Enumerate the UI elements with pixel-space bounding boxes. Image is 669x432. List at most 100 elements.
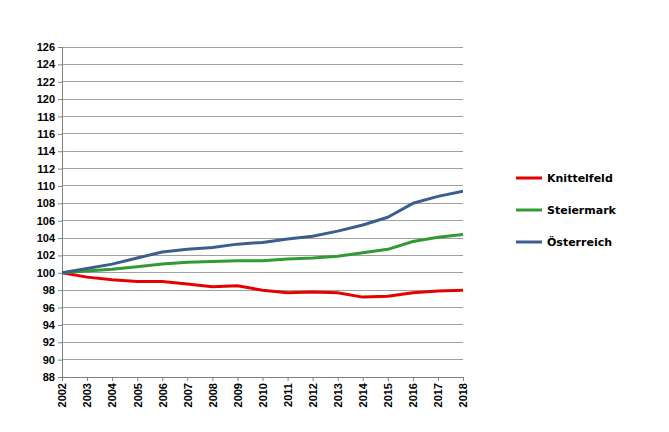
legend-label: Österreich <box>547 235 612 249</box>
x-tick: 2018 <box>457 377 469 407</box>
tick-mark <box>58 325 62 326</box>
x-axis: 2002200320042005200620072008200920102011… <box>56 377 469 407</box>
legend-label: Steiermark <box>547 204 617 217</box>
tick-mark <box>212 377 213 381</box>
axis-line <box>62 48 63 378</box>
tick-mark <box>58 169 62 170</box>
tick-label: 116 <box>37 128 55 140</box>
plot-area <box>62 191 463 297</box>
x-tick: 2012 <box>307 377 319 407</box>
tick-label: 2004 <box>106 382 118 407</box>
tick-label: 104 <box>37 232 56 244</box>
tick-mark <box>463 377 464 381</box>
grid-line <box>62 185 463 186</box>
grid-line <box>62 238 463 239</box>
tick-mark <box>87 377 88 381</box>
tick-mark <box>58 64 62 65</box>
x-tick: 2006 <box>157 377 169 407</box>
tick-mark <box>438 377 439 381</box>
x-tick: 2017 <box>432 377 444 407</box>
x-tick: 2002 <box>56 377 68 407</box>
tick-mark <box>58 360 62 361</box>
y-tick: 116 <box>37 128 62 140</box>
tick-mark <box>58 377 62 378</box>
tick-label: 2003 <box>81 383 93 407</box>
tick-label: 2006 <box>157 383 169 407</box>
grid-line <box>62 64 463 65</box>
y-tick: 90 <box>43 354 62 366</box>
y-tick: 94 <box>43 319 62 331</box>
x-tick: 2004 <box>106 377 118 407</box>
tick-label: 108 <box>37 197 55 209</box>
tick-label: 2012 <box>307 383 319 407</box>
tick-mark <box>58 116 62 117</box>
tick-mark <box>58 151 62 152</box>
tick-label: 114 <box>37 145 56 157</box>
tick-mark <box>58 47 62 48</box>
tick-label: 90 <box>43 354 55 366</box>
grid-line <box>62 272 463 273</box>
x-tick: 2015 <box>382 377 394 407</box>
tick-mark <box>58 238 62 239</box>
tick-label: 2011 <box>282 383 294 407</box>
tick-label: 2017 <box>432 383 444 407</box>
tick-mark <box>413 377 414 381</box>
tick-mark <box>58 273 62 274</box>
tick-mark <box>363 377 364 381</box>
y-tick: 124 <box>37 58 62 70</box>
tick-mark <box>58 221 62 222</box>
tick-label: 94 <box>43 319 56 331</box>
tick-mark <box>58 308 62 309</box>
grid <box>62 47 463 377</box>
tick-label: 88 <box>43 371 55 383</box>
grid-line <box>62 255 463 256</box>
series-line <box>62 191 463 273</box>
tick-label: 2005 <box>132 383 144 407</box>
tick-label: 2010 <box>257 383 269 407</box>
grid-line <box>62 342 463 343</box>
grid-line <box>62 133 463 134</box>
y-tick: 120 <box>37 93 62 105</box>
y-tick: 122 <box>37 76 62 88</box>
series-line <box>62 273 463 297</box>
y-tick: 102 <box>37 249 62 261</box>
y-tick: 126 <box>37 41 62 53</box>
tick-mark <box>162 377 163 381</box>
tick-label: 2009 <box>232 383 244 407</box>
tick-mark <box>58 290 62 291</box>
grid-line <box>62 168 463 169</box>
tick-mark <box>313 377 314 381</box>
x-tick: 2009 <box>232 377 244 407</box>
tick-label: 102 <box>37 249 55 261</box>
tick-mark <box>58 99 62 100</box>
tick-label: 110 <box>37 180 55 192</box>
tick-mark <box>58 342 62 343</box>
legend-swatch <box>516 241 542 244</box>
grid-line <box>62 359 463 360</box>
tick-label: 2014 <box>357 382 369 407</box>
tick-label: 106 <box>37 215 55 227</box>
grid-line <box>62 116 463 117</box>
y-tick: 118 <box>37 110 62 122</box>
tick-label: 2002 <box>56 383 68 407</box>
x-tick: 2011 <box>282 377 294 407</box>
tick-label: 122 <box>37 76 55 88</box>
tick-label: 118 <box>37 110 55 122</box>
tick-label: 2016 <box>407 383 419 407</box>
legend-label: Knittelfeld <box>547 172 613 185</box>
y-tick: 110 <box>37 180 62 192</box>
grid-line <box>62 81 463 82</box>
legend-swatch <box>516 209 542 212</box>
y-tick: 106 <box>37 215 62 227</box>
grid-line <box>62 307 463 308</box>
tick-mark <box>58 186 62 187</box>
y-tick: 98 <box>43 284 62 296</box>
tick-label: 92 <box>43 336 55 348</box>
grid-line <box>62 47 463 48</box>
x-tick: 2005 <box>132 377 144 407</box>
series-line <box>62 235 463 273</box>
grid-line <box>62 324 463 325</box>
y-tick: 112 <box>37 163 62 175</box>
tick-label: 96 <box>43 302 55 314</box>
chart: 8890929496981001021041061081101121141161… <box>0 0 669 432</box>
